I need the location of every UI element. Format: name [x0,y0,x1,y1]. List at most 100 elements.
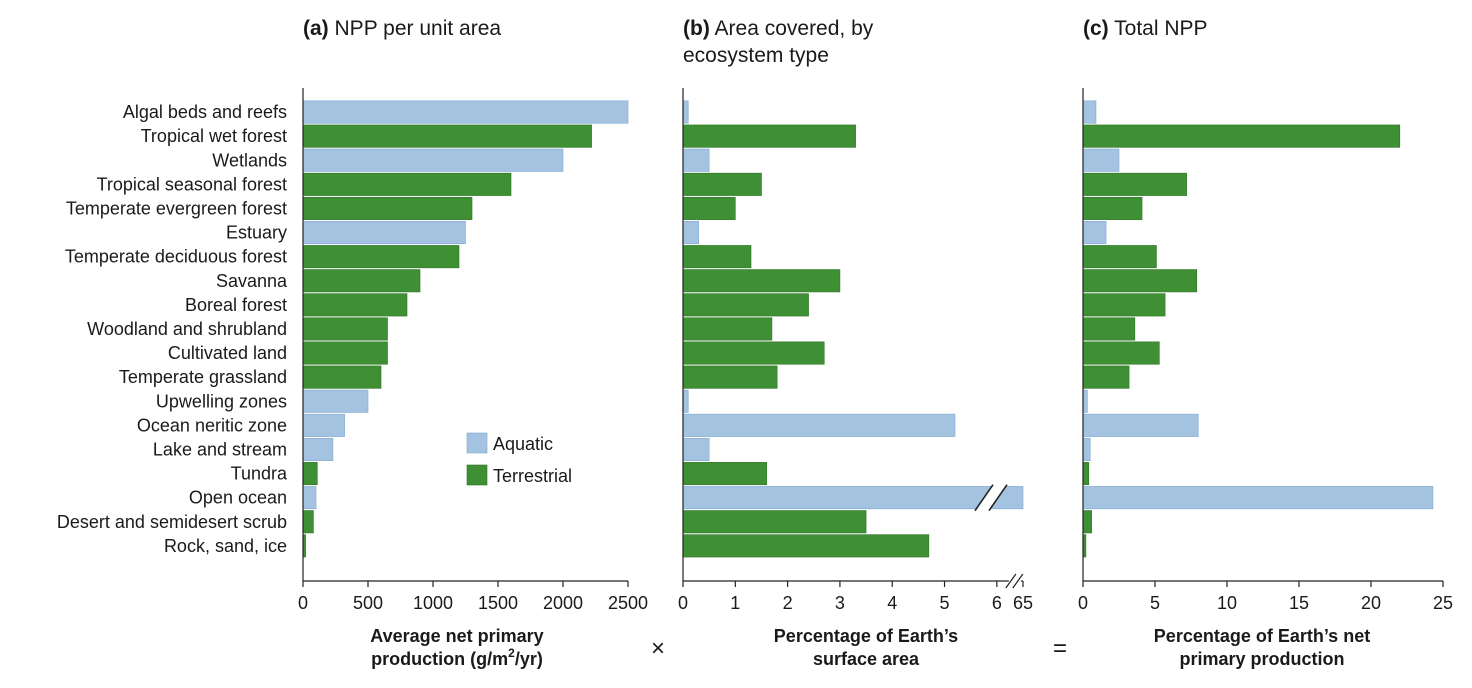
category-labels: Algal beds and reefs Tropical wet forest W… [57,102,288,556]
x-tick-label-b: 2 [783,593,793,613]
bar-a-2 [302,124,592,148]
panel-c: (c) Total NPP 0 5 10 15 20 25 Percentage of Ea… [1078,17,1453,669]
bar-a-14 [302,413,345,437]
category-label: Algal beds and reefs [123,102,287,122]
bar-c-3 [1082,148,1120,172]
bar-c-17 [1082,486,1434,510]
panel-b-letter: (b) [683,17,710,40]
bar-b-19 [682,534,930,558]
x-tick-label-c: 0 [1078,593,1088,613]
bar-c-2 [1082,124,1401,148]
category-label: Temperate deciduous forest [65,247,287,267]
panel-b-title-text-1: Area covered, by [715,17,874,40]
bar-break-mark [974,484,994,512]
x-axis-label-b-line1: Percentage of Earth’s [774,626,958,646]
panel-c-title: (c) Total NPP [1083,17,1208,40]
category-label: Ocean neritic zone [137,415,287,435]
x-tick-label-a: 500 [353,593,383,613]
bar-a-10 [302,317,388,341]
bar-c-4 [1082,172,1187,196]
legend: Aquatic Terrestrial [466,432,572,486]
bar-a-13 [302,389,369,413]
category-label: Upwelling zones [156,391,287,411]
bar-c-8 [1082,269,1198,293]
bar-c-13 [1082,389,1088,413]
panel-c-title-text: Total NPP [1114,17,1207,40]
x-tick-label-a: 1500 [478,593,518,613]
x-tick-label-c: 20 [1361,593,1381,613]
bar-b-13 [682,389,689,413]
bar-c-16 [1082,462,1090,486]
x-tick-label-b: 0 [678,593,688,613]
x-tick-label-b: 4 [887,593,897,613]
bar-c-6 [1082,221,1107,245]
category-label: Tropical wet forest [141,126,287,146]
x-tick-label-c: 25 [1433,593,1453,613]
category-label: Temperate grassland [119,367,287,387]
category-label: Lake and stream [153,439,287,459]
bar-c-14 [1082,413,1199,437]
bar-a-6 [302,221,466,245]
x-tick-label-b: 1 [730,593,740,613]
bar-b-15 [682,437,710,461]
bar-a-16 [302,462,318,486]
bar-a-1 [302,100,629,124]
bar-c-7 [1082,245,1157,269]
bar-b-7 [682,245,752,269]
category-label: Wetlands [212,150,287,170]
x-tick-label-b: 5 [940,593,950,613]
x-tick-label-a: 1000 [413,593,453,613]
category-label: Boreal forest [185,295,287,315]
bar-b-2 [682,124,856,148]
x-tick-label-c: 10 [1217,593,1237,613]
x-tick-label-b: 6 [992,593,1002,613]
bar-b-17 [682,486,1024,510]
category-label: Tropical seasonal forest [97,174,287,194]
legend-swatch-aquatic [466,432,488,454]
bar-a-7 [302,245,460,269]
x-tick-label-a: 2000 [543,593,583,613]
bar-b-5 [682,196,736,220]
x-tick-label-a: 2500 [608,593,648,613]
bar-c-1 [1082,100,1097,124]
bar-b-11 [682,341,825,365]
panel-a-title: (a) NPP per unit area [303,17,501,40]
bar-c-18 [1082,510,1092,534]
axis-break-mark [1012,573,1024,589]
bar-c-10 [1082,317,1136,341]
bar-b-1 [682,100,689,124]
panel-c-letter: (c) [1083,17,1109,40]
bar-a-12 [302,365,382,389]
category-label: Desert and semidesert scrub [57,512,287,532]
bar-a-17 [302,486,317,510]
panel-a-letter: (a) [303,17,329,40]
bar-b-16 [682,462,767,486]
bar-c-9 [1082,293,1166,317]
bar-break-gap [974,484,1008,511]
bar-b-3 [682,148,710,172]
bar-a-9 [302,293,408,317]
panel-a-title-text: NPP per unit area [335,17,502,40]
x-tick-label-c: 15 [1289,593,1309,613]
bar-a-18 [302,510,314,534]
x-tick-label-a: 0 [298,593,308,613]
equals-operator: = [1053,635,1067,662]
legend-label-aquatic: Aquatic [493,434,553,454]
bar-break-mark [988,484,1008,512]
category-label: Tundra [231,464,288,484]
bar-c-11 [1082,341,1160,365]
x-tick-label-c: 5 [1150,593,1160,613]
times-operator: × [651,635,665,662]
bar-b-9 [682,293,809,317]
bar-b-12 [682,365,778,389]
x-axis-label-a-line2: production (g/m2/yr) [371,646,543,669]
bar-b-10 [682,317,773,341]
bar-a-3 [302,148,564,172]
x-tick-label-b: 3 [835,593,845,613]
bar-b-14 [682,413,956,437]
category-label: Savanna [216,271,288,291]
bar-c-5 [1082,196,1143,220]
category-label: Estuary [226,223,287,243]
category-label: Woodland and shrubland [87,319,287,339]
